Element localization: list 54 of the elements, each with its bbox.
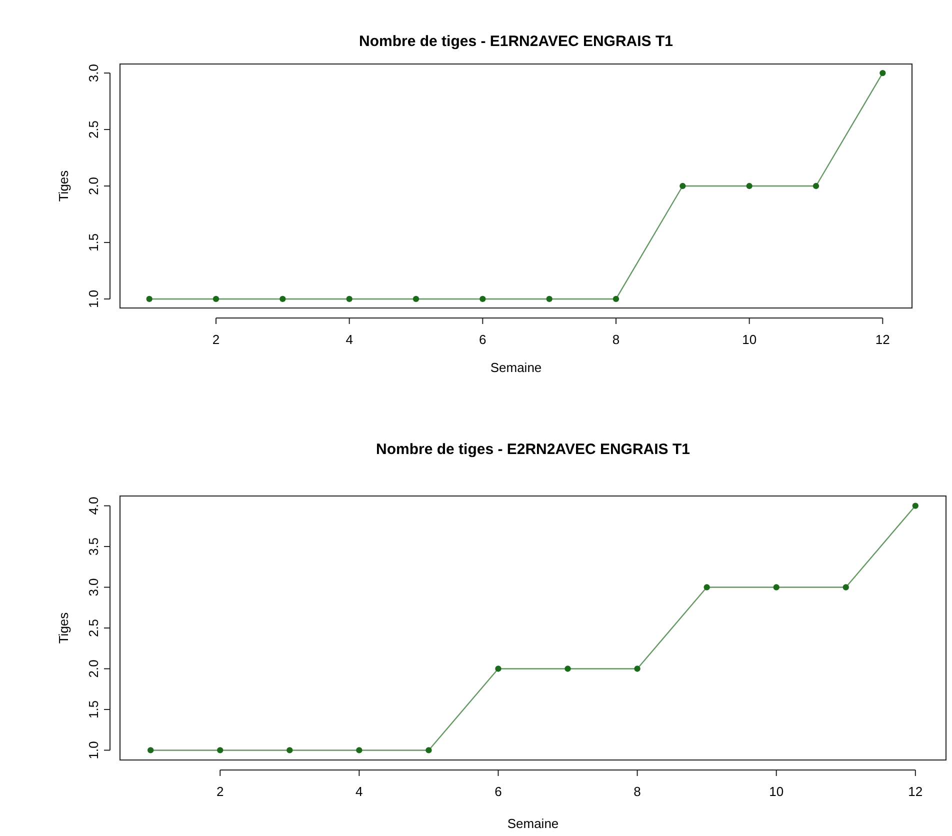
point — [612, 296, 620, 302]
point — [480, 296, 486, 302]
y-tick-label: 3.0 — [86, 64, 101, 82]
point — [412, 296, 420, 302]
point — [286, 747, 293, 754]
point — [564, 666, 571, 672]
y-tick-label: 1.0 — [86, 290, 101, 308]
x-tick-label: 4 — [346, 332, 353, 347]
point — [812, 182, 820, 190]
x-tick-label: 12 — [875, 332, 890, 347]
point — [148, 747, 154, 754]
point — [912, 502, 918, 509]
chart-title: Nombre de tiges - E2RN2AVEC ENGRAIS T1 — [376, 441, 690, 458]
x-axis-title: Semaine — [507, 816, 559, 831]
point — [634, 666, 640, 672]
point — [356, 747, 362, 754]
x-tick-label: 10 — [742, 332, 757, 347]
x-tick-label: 8 — [612, 332, 620, 347]
point — [346, 296, 352, 302]
y-tick-label: 3.0 — [86, 578, 101, 596]
point — [680, 182, 686, 190]
y-tick-label: 1.0 — [86, 741, 101, 760]
point — [880, 70, 886, 76]
chart-title: Nombre de tiges - E1RN2AVEC ENGRAIS T1 — [359, 33, 673, 50]
point — [212, 296, 220, 302]
x-tick-label: 2 — [216, 784, 224, 799]
point — [746, 182, 752, 190]
y-tick-label: 2.5 — [86, 618, 101, 638]
x-axis-title: Semaine — [490, 360, 542, 375]
y-tick-label: 1.5 — [86, 233, 101, 252]
y-tick-label: 4.0 — [86, 496, 101, 515]
x-tick-label: 8 — [634, 784, 641, 799]
point — [773, 584, 780, 590]
point — [704, 584, 710, 590]
x-tick-label: 2 — [212, 332, 220, 347]
y-tick-label: 2.0 — [86, 660, 101, 678]
x-tick-label: 12 — [908, 784, 923, 799]
point — [546, 296, 552, 302]
point — [146, 296, 152, 302]
point — [842, 584, 849, 590]
x-tick-label: 6 — [479, 332, 486, 347]
point — [495, 666, 502, 672]
x-tick-label: 10 — [769, 784, 784, 799]
y-tick-label: 2.5 — [86, 120, 101, 139]
y-axis-title: Tiges — [56, 170, 71, 202]
y-axis-title: Tiges — [56, 612, 71, 644]
y-tick-label: 3.5 — [86, 537, 101, 556]
y-tick-label: 2.0 — [86, 176, 101, 196]
point — [280, 296, 286, 302]
y-tick-label: 1.5 — [86, 700, 101, 719]
x-tick-label: 6 — [494, 784, 502, 799]
point — [426, 747, 432, 754]
x-tick-label: 4 — [356, 784, 363, 799]
point — [217, 747, 224, 754]
